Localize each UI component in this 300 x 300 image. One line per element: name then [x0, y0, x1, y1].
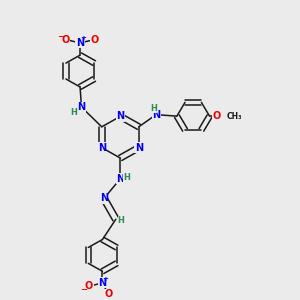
- Text: N: N: [98, 142, 106, 153]
- Text: N: N: [100, 194, 108, 203]
- Text: +: +: [80, 35, 86, 41]
- Text: +: +: [103, 276, 108, 282]
- Text: H: H: [123, 173, 130, 182]
- Text: H: H: [71, 108, 77, 117]
- Text: H: H: [150, 104, 157, 113]
- Text: CH₃: CH₃: [226, 112, 242, 121]
- Text: N: N: [116, 111, 124, 122]
- Text: O: O: [90, 34, 98, 44]
- Text: N: N: [135, 142, 143, 153]
- Text: N: N: [98, 278, 106, 288]
- Text: H: H: [118, 216, 124, 225]
- Text: N: N: [77, 102, 86, 112]
- Text: O: O: [62, 34, 70, 44]
- Text: O: O: [104, 290, 112, 299]
- Text: N: N: [152, 110, 160, 120]
- Text: O: O: [213, 111, 221, 121]
- Text: N: N: [116, 174, 124, 184]
- Text: −: −: [58, 32, 64, 41]
- Text: O: O: [85, 281, 93, 291]
- Text: N: N: [76, 38, 84, 48]
- Text: −: −: [80, 285, 87, 294]
